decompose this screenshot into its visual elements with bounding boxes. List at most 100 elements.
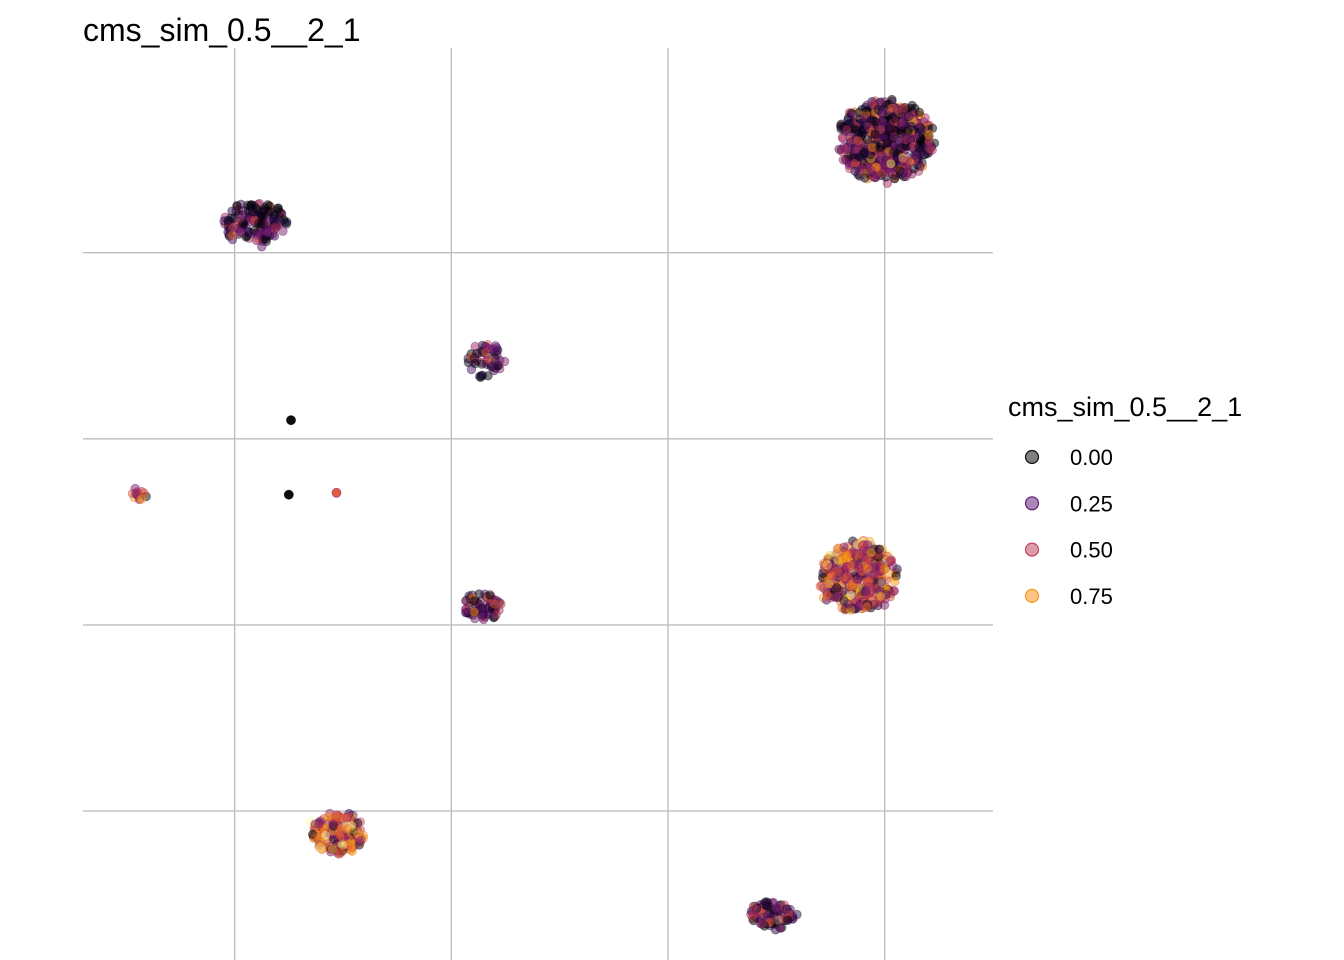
point-mid-right — [866, 548, 876, 558]
point-top-left — [278, 226, 288, 236]
point-bottom-left — [335, 830, 346, 841]
point-center-lower — [470, 596, 480, 606]
point-top-right — [877, 107, 888, 118]
point-top-right — [884, 123, 895, 134]
point-top-right — [842, 124, 852, 135]
point-isolated-1 — [283, 489, 294, 500]
point-top-right — [875, 142, 885, 152]
point-top-right — [865, 165, 875, 175]
point-top-left — [257, 242, 267, 252]
point-mid-right — [888, 586, 899, 596]
legend-label-3: 0.75 — [1070, 584, 1113, 609]
point-center-lower — [491, 610, 501, 620]
point-isolated-2 — [331, 487, 342, 498]
point-mid-right — [862, 563, 873, 573]
legend-swatch-3 — [1024, 588, 1040, 604]
point-top-right — [916, 136, 926, 146]
point-center-small — [484, 343, 494, 354]
point-top-right — [897, 117, 907, 128]
point-top-right — [843, 115, 853, 126]
point-top-right — [870, 116, 880, 127]
point-mid-right — [870, 569, 880, 580]
point-top-right — [915, 161, 925, 171]
point-top-right — [862, 135, 873, 145]
point-center-small — [470, 358, 480, 369]
point-bottom-left — [346, 837, 356, 847]
point-bottom-left — [320, 830, 331, 841]
point-top-left — [236, 226, 246, 237]
point-top-right — [838, 155, 849, 165]
point-center-small — [475, 371, 485, 382]
point-top-right — [898, 155, 908, 165]
point-mid-right — [815, 581, 826, 592]
point-mid-right — [827, 570, 837, 580]
point-bottom-right — [775, 923, 786, 933]
point-top-right — [876, 97, 886, 107]
point-mid-right — [885, 557, 895, 567]
point-top-left — [256, 219, 267, 230]
point-top-left — [269, 231, 280, 241]
point-top-right — [837, 132, 848, 143]
point-top-right — [889, 141, 899, 151]
point-top-right — [898, 167, 908, 178]
point-top-right — [889, 173, 900, 184]
point-top-right — [861, 120, 871, 131]
point-mid-right — [853, 574, 863, 584]
point-mid-right — [864, 582, 875, 592]
point-mid-right — [879, 564, 889, 574]
point-center-lower — [461, 595, 471, 606]
point-mid-right — [875, 591, 886, 602]
point-center-lower — [469, 607, 479, 617]
point-mid-right — [863, 540, 873, 550]
legend-swatch-0 — [1024, 449, 1040, 465]
point-center-small — [483, 371, 493, 381]
point-isolated-0 — [286, 415, 296, 426]
point-bottom-left — [310, 819, 320, 829]
point-top-left — [251, 203, 261, 214]
point-top-left — [232, 201, 242, 211]
point-left-tiny — [139, 488, 149, 498]
point-top-left — [223, 215, 233, 226]
point-mid-right — [842, 551, 852, 561]
point-bottom-right — [783, 915, 793, 926]
point-mid-right — [833, 544, 843, 554]
point-bottom-left — [342, 824, 353, 834]
point-mid-right — [876, 577, 887, 587]
point-bottom-left — [323, 812, 334, 822]
point-top-left — [235, 213, 246, 224]
point-bottom-left — [331, 810, 342, 820]
point-top-right — [910, 150, 920, 160]
point-top-right — [861, 102, 871, 113]
point-mid-right — [854, 563, 864, 574]
point-top-right — [919, 149, 930, 160]
point-bottom-right — [757, 919, 767, 929]
point-mid-right — [846, 560, 856, 571]
point-top-left — [270, 222, 280, 232]
point-center-lower — [461, 608, 471, 618]
point-top-right — [886, 158, 896, 169]
point-top-right — [914, 107, 925, 117]
point-center-lower — [474, 589, 484, 599]
chart-title: cms_sim_0.5__2_1 — [83, 12, 360, 48]
point-top-right — [855, 166, 865, 176]
point-top-right — [887, 94, 897, 105]
point-mid-right — [832, 583, 842, 593]
point-top-right — [904, 111, 914, 122]
point-bottom-left — [327, 844, 337, 854]
point-top-right — [924, 144, 935, 154]
point-top-right — [923, 136, 934, 146]
legend-label-1: 0.25 — [1070, 491, 1113, 516]
legend-label-2: 0.50 — [1070, 538, 1113, 563]
point-top-right — [834, 144, 844, 155]
point-bottom-left — [315, 837, 326, 847]
point-top-right — [859, 148, 869, 158]
point-bottom-right — [748, 910, 759, 920]
point-top-right — [848, 110, 858, 120]
point-top-right — [890, 113, 901, 123]
point-bottom-right — [748, 901, 759, 912]
point-mid-right — [824, 579, 835, 589]
point-bottom-left — [356, 835, 366, 846]
point-center-small — [500, 356, 510, 367]
